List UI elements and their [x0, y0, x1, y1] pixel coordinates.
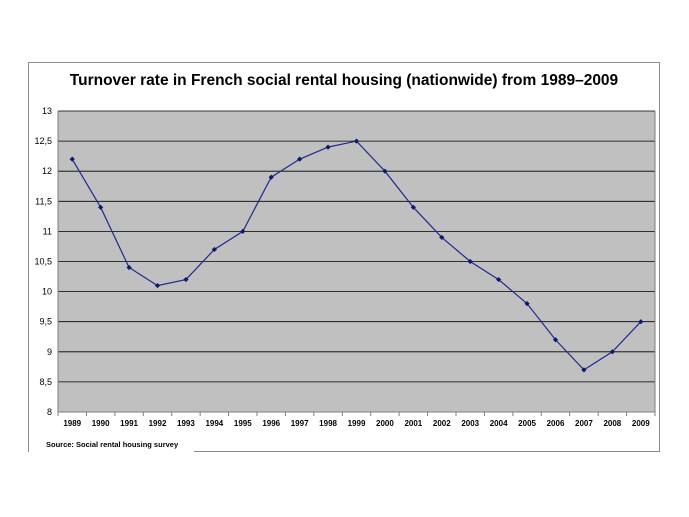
data-point	[126, 264, 132, 271]
source-box	[29, 436, 194, 454]
data-point	[240, 228, 246, 234]
data-point	[552, 337, 559, 343]
y-tick-label: 10	[42, 287, 52, 297]
data-point	[297, 156, 303, 162]
x-tick-label: 1993	[177, 419, 195, 428]
data-point	[69, 156, 75, 162]
y-tick-label: 8	[47, 407, 52, 417]
x-tick-label: 1991	[120, 419, 138, 428]
x-tick-label: 1994	[205, 419, 223, 428]
x-tick-label: 1989	[63, 419, 81, 428]
chart-title: Turnover rate in French social rental ho…	[69, 72, 619, 89]
x-tick-label: 2003	[461, 419, 479, 428]
x-tick-label: 1997	[291, 419, 309, 428]
x-tick-label: 1992	[149, 419, 167, 428]
data-point	[638, 319, 644, 325]
y-tick-label: 8,5	[39, 377, 52, 387]
x-tick-label: 2000	[376, 419, 394, 428]
y-tick-label: 12	[42, 166, 52, 176]
data-point	[410, 204, 416, 210]
y-axis-tick-labels: 8 8,5 9 9,5 10 10,5 11 11,5 12 12,5 13	[34, 106, 52, 417]
x-axis-tick-labels: 1989 1990 1991 1992 1993 1994 1995 1996 1997 1998…	[63, 419, 650, 428]
x-tick-label: 1995	[234, 419, 252, 428]
x-tick-label: 1998	[319, 419, 337, 428]
axes	[57, 111, 656, 416]
x-tick-label: 1996	[262, 419, 280, 428]
data-point	[524, 301, 530, 307]
y-tick-label: 13	[42, 106, 52, 116]
data-point	[496, 276, 502, 283]
y-tick-label: 11	[43, 226, 52, 236]
x-tick-label: 1999	[348, 419, 366, 428]
data-point	[467, 258, 473, 265]
y-tick-label: 12,5	[34, 136, 52, 146]
x-tick-label: 2005	[518, 419, 536, 428]
data-point	[268, 174, 274, 180]
y-tick-label: 11,5	[35, 196, 52, 206]
x-tick-label: 2001	[404, 419, 422, 428]
data-point	[183, 276, 189, 283]
x-tick-label: 2008	[603, 419, 621, 428]
x-tick-label: 2007	[575, 419, 593, 428]
data-point	[609, 349, 615, 355]
y-tick-label: 10,5	[34, 257, 52, 267]
y-tick-label: 9,5	[39, 317, 52, 327]
data-point	[581, 367, 587, 373]
x-tick-label: 2004	[490, 419, 508, 428]
x-tick-label: 2002	[433, 419, 451, 428]
gridlines	[58, 110, 655, 413]
data-point	[98, 204, 104, 210]
data-point	[382, 168, 388, 174]
x-tick-label: 2009	[632, 419, 650, 428]
x-tick-label: 2006	[547, 419, 565, 428]
data-point	[325, 144, 331, 150]
source-note: Source: Social rental housing survey	[46, 440, 179, 449]
data-point	[439, 234, 445, 241]
data-point	[154, 282, 161, 289]
data-point	[353, 138, 360, 144]
y-tick-label: 9	[47, 347, 52, 357]
data-point	[211, 246, 217, 253]
series-turnover-rate	[69, 138, 644, 373]
x-tick-label: 1990	[92, 419, 110, 428]
